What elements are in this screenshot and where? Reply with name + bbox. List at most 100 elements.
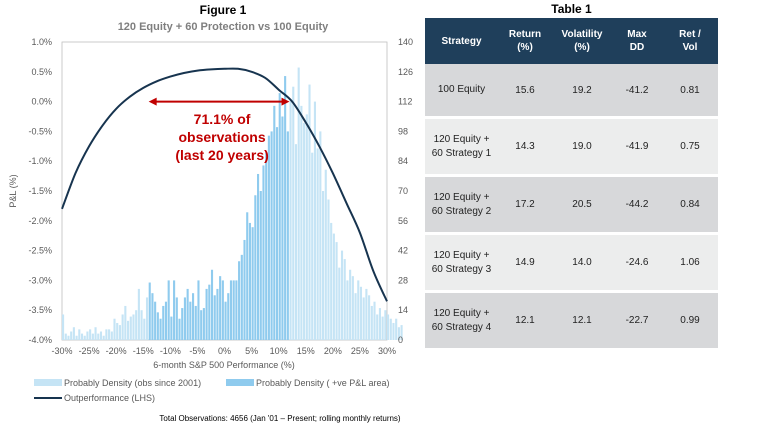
histogram-bar xyxy=(99,331,103,340)
table-row: 120 Equity + 60 Strategy 3 14.9 14.0 -24.6 1… xyxy=(425,235,718,293)
table-row: 100 Equity 15.6 19.2 -41.2 0.81 xyxy=(425,64,718,119)
x-tick-label: -25% xyxy=(79,346,100,356)
histogram-bar xyxy=(224,301,227,340)
histogram-bar xyxy=(229,280,233,340)
y-right-tick-label: 126 xyxy=(398,67,413,77)
histogram-bar xyxy=(248,222,251,340)
histogram-bar xyxy=(378,308,381,340)
table-title: Table 1 xyxy=(551,2,592,16)
x-tick-label: -15% xyxy=(133,346,154,356)
histogram-bar xyxy=(159,318,162,340)
histogram-bar xyxy=(368,295,371,340)
histogram-bar xyxy=(254,195,257,340)
histogram-bar xyxy=(156,312,159,340)
histogram-bar xyxy=(192,293,195,340)
histogram-bar xyxy=(140,310,143,340)
histogram-bar xyxy=(202,308,205,340)
histogram-bar xyxy=(137,288,140,340)
histogram-bar xyxy=(313,101,316,340)
histogram-bar xyxy=(67,335,70,340)
histogram-bar xyxy=(94,327,97,340)
y-left-tick-label: -1.5% xyxy=(28,186,52,196)
histogram-bar xyxy=(324,169,327,340)
legend-label-positive: Probably Density ( +ve P&L area) xyxy=(256,378,389,388)
table-row: 120 Equity + 60 Strategy 4 12.1 12.1 -22.7 0… xyxy=(425,293,718,351)
histogram-bar xyxy=(240,254,243,340)
histogram-bar xyxy=(129,316,132,340)
histogram-bar xyxy=(143,318,146,340)
y-right-tick-label: 56 xyxy=(398,216,408,226)
histogram-bar xyxy=(91,333,94,340)
table-cell: -22.7 xyxy=(612,293,662,351)
histogram-bar xyxy=(72,327,75,340)
table-header-cell: Ret / Vol xyxy=(662,18,718,64)
table-cell: 0.81 xyxy=(662,64,718,119)
histogram-bar xyxy=(167,280,170,340)
annotation-arrowhead-left xyxy=(148,97,157,106)
histogram-bar xyxy=(303,122,306,340)
annotation-text: 71.1% of xyxy=(194,111,251,127)
y-right-tick-label: 140 xyxy=(398,37,413,47)
histogram-bar xyxy=(205,288,208,340)
table-header-cell: Return (%) xyxy=(498,18,552,64)
histogram-bar xyxy=(62,314,65,340)
x-tick-label: 20% xyxy=(324,346,342,356)
x-tick-label: -20% xyxy=(106,346,127,356)
histogram-bar xyxy=(351,276,354,340)
chart-title: 120 Equity + 60 Protection vs 100 Equity xyxy=(118,21,329,33)
histogram-bar xyxy=(216,288,219,340)
histogram-bar xyxy=(97,333,100,340)
table-cell: 0.84 xyxy=(662,177,718,235)
histogram-bar xyxy=(400,325,403,340)
histogram-bar xyxy=(132,314,135,340)
table-cell: 20.5 xyxy=(552,177,612,235)
histogram-bar xyxy=(232,280,235,340)
y-right-tick-label: 42 xyxy=(398,246,408,256)
strategy-name-cell: 120 Equity + 60 Strategy 3 xyxy=(425,235,498,293)
histogram-bar xyxy=(389,318,392,340)
histogram-bar xyxy=(297,67,300,340)
histogram-bar xyxy=(221,280,224,340)
table-cell: -24.6 xyxy=(612,235,662,293)
histogram-bar xyxy=(89,329,92,340)
histogram-bar xyxy=(281,116,284,340)
histogram-bar xyxy=(322,191,325,340)
histogram-bar xyxy=(151,293,154,340)
histogram-bar xyxy=(289,101,292,340)
legend-swatch-positive xyxy=(226,379,254,386)
histogram-bar xyxy=(110,331,113,340)
y-right-tick-label: 14 xyxy=(398,305,408,315)
y-right-tick-label: 0 xyxy=(398,335,403,345)
histogram-bar xyxy=(370,305,373,340)
histogram-bar xyxy=(227,293,230,340)
histogram-bar xyxy=(343,259,346,340)
histogram-bar xyxy=(235,280,238,340)
histogram-bar xyxy=(387,314,390,340)
histogram-bar xyxy=(208,284,211,340)
histogram-bar xyxy=(251,227,254,340)
footer-note: Total Observations: 4656 (Jan '01 – Pres… xyxy=(159,414,401,423)
y-right-tick-label: 28 xyxy=(398,275,408,285)
histogram-bar xyxy=(332,233,335,340)
histogram-bar xyxy=(294,144,298,340)
table-row: 120 Equity + 60 Strategy 1 14.3 19.0 -41.9 0… xyxy=(425,119,718,177)
annotation-text: observations xyxy=(179,129,266,145)
histogram-bar xyxy=(154,301,157,340)
histogram-bar xyxy=(105,329,108,340)
x-tick-label: 25% xyxy=(351,346,369,356)
x-tick-label: 15% xyxy=(297,346,315,356)
histogram-bar xyxy=(259,191,262,340)
histogram-bar xyxy=(278,93,281,340)
x-tick-label: 30% xyxy=(378,346,396,356)
axes: -30% -25% -20% -15% -10% -5% 0% 5% 10% 15% 20% 25% 3… xyxy=(28,37,413,356)
table-cell: -44.2 xyxy=(612,177,662,235)
histogram-bar xyxy=(286,131,289,340)
histogram-bar xyxy=(284,76,287,340)
histogram-bar xyxy=(292,86,295,340)
histogram-bar xyxy=(175,297,178,340)
outperformance-line-path xyxy=(61,67,388,302)
histogram-bar xyxy=(116,322,119,340)
y-left-tick-label: -1.0% xyxy=(28,156,52,166)
histogram-bar xyxy=(113,318,116,340)
histogram-bar xyxy=(189,301,192,340)
